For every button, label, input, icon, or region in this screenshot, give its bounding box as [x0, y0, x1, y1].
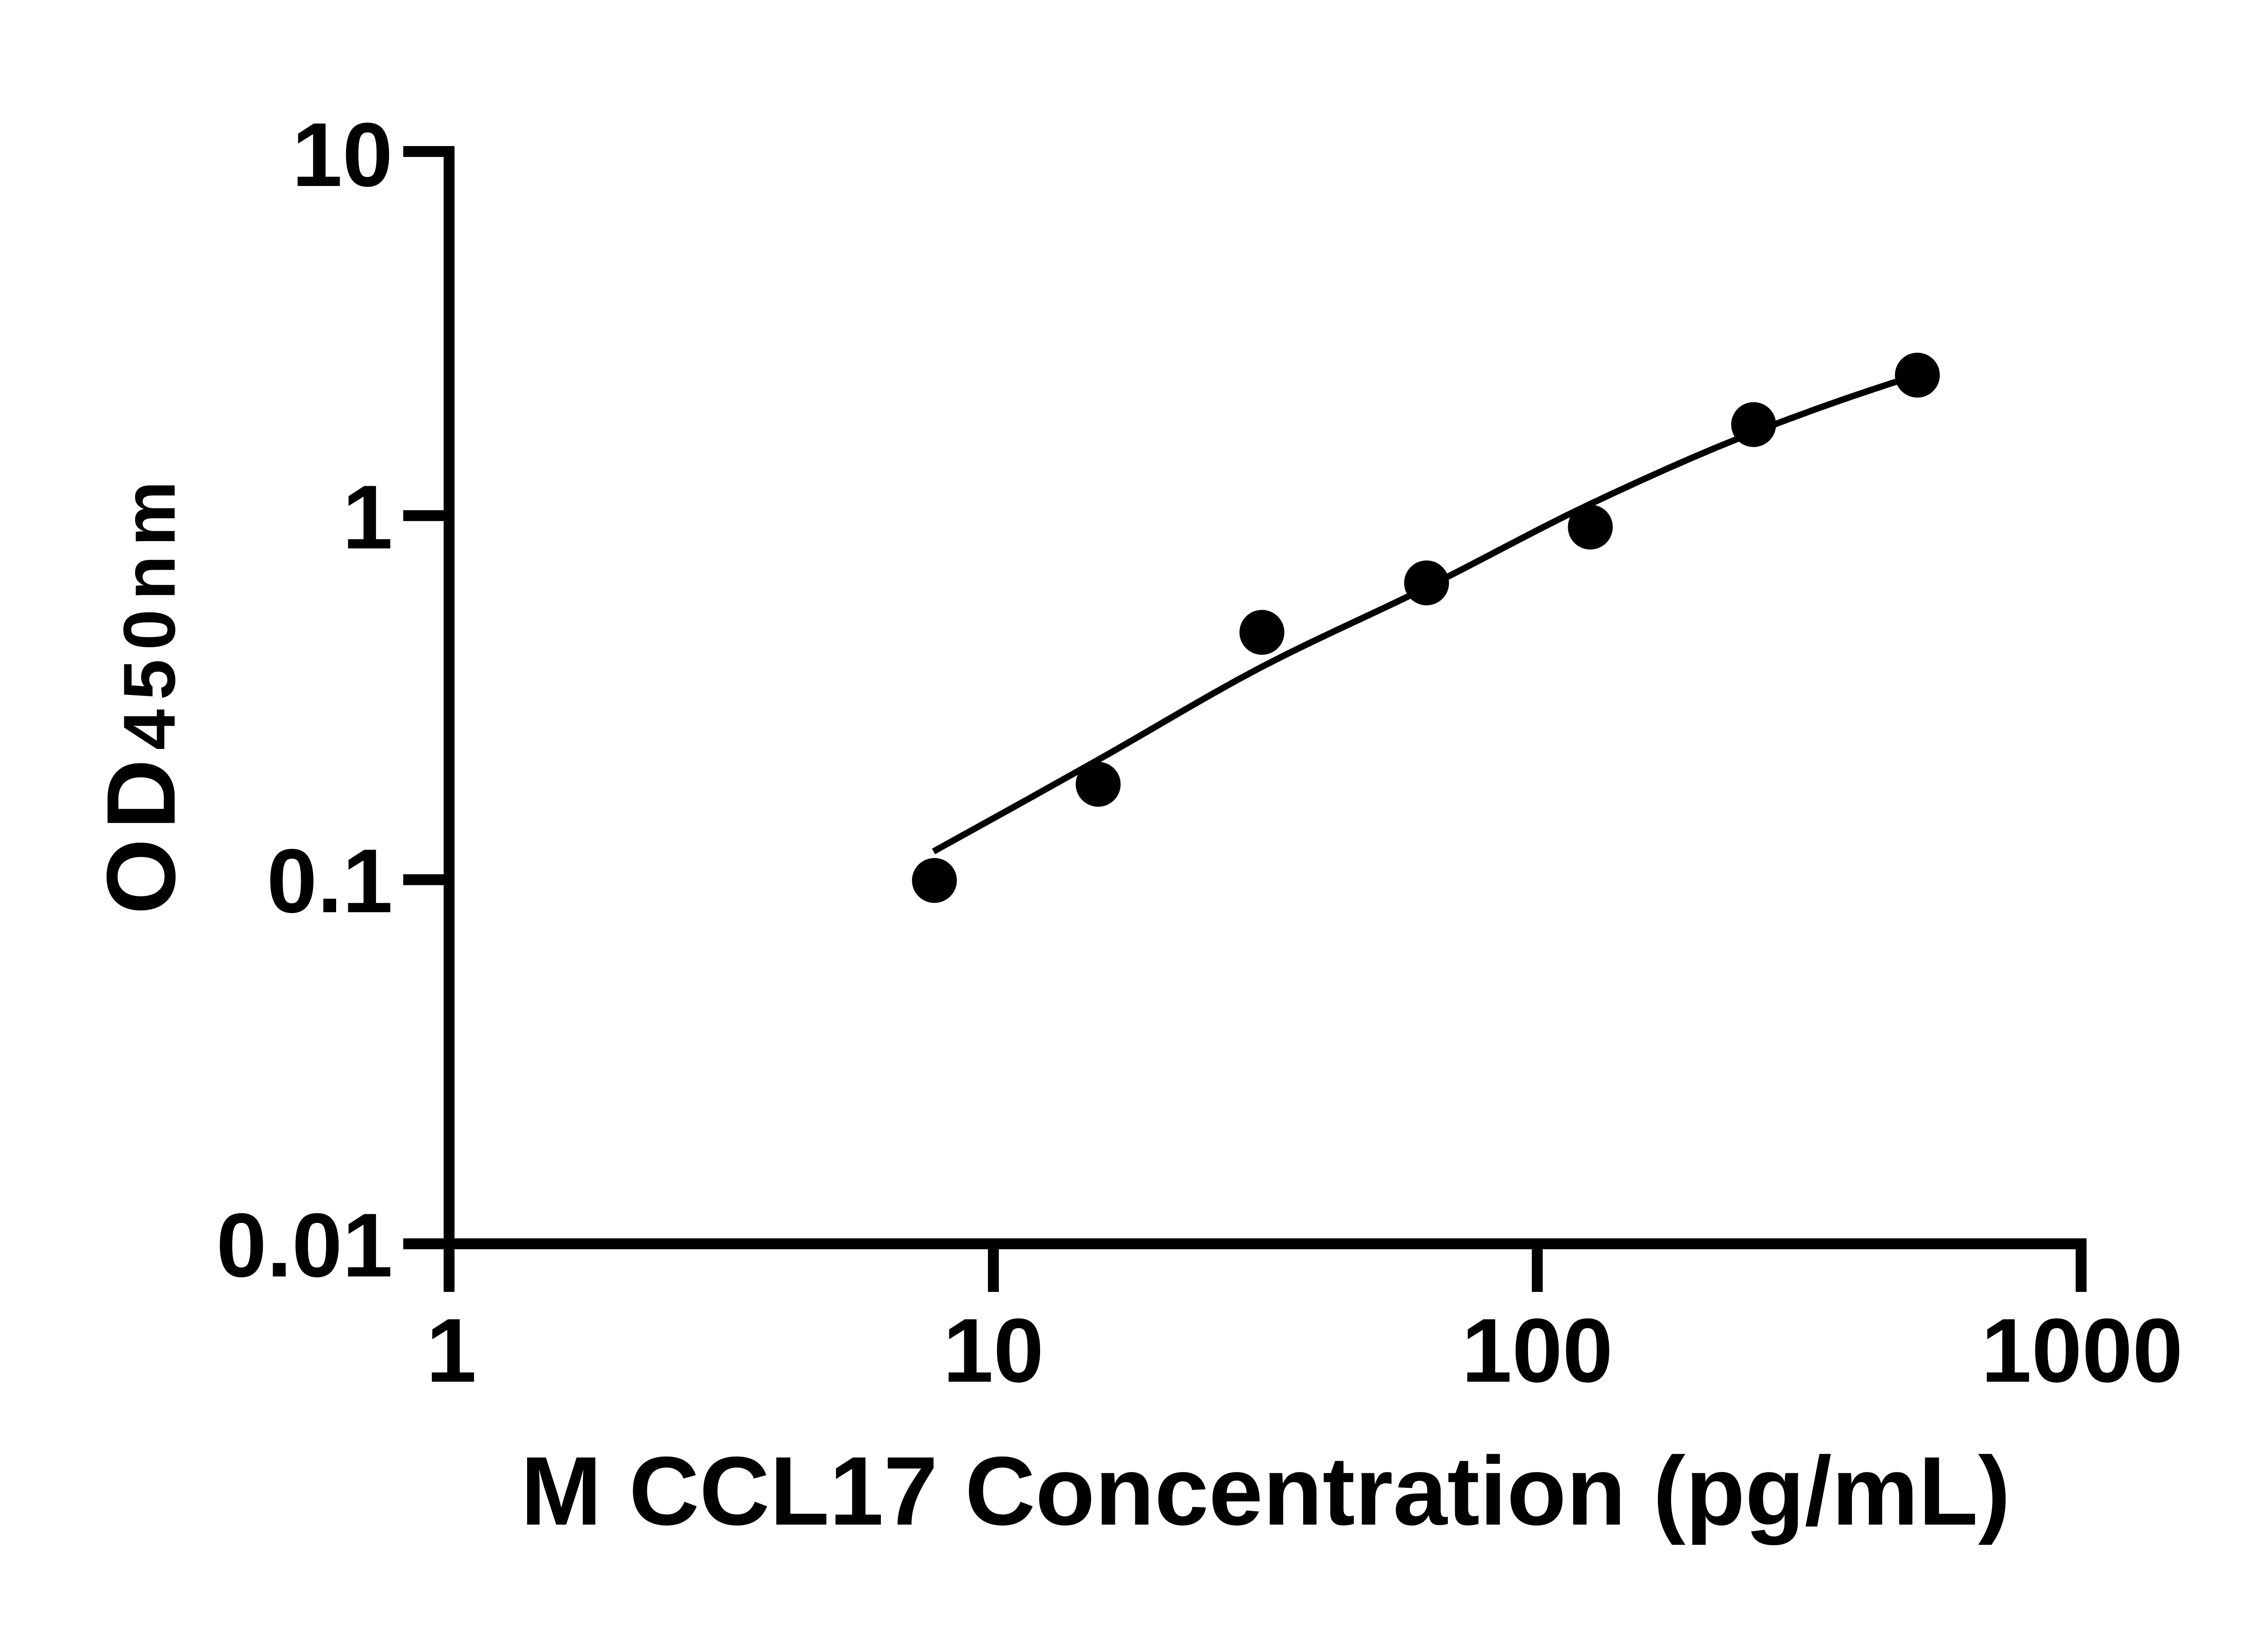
svg-text:1: 1 — [426, 1300, 476, 1401]
svg-text:M CCL17 Concentration (pg/mL): M CCL17 Concentration (pg/mL) — [521, 1436, 2011, 1545]
svg-text:0.1: 0.1 — [267, 831, 393, 932]
svg-text:0.01: 0.01 — [216, 1195, 393, 1296]
svg-text:1: 1 — [342, 467, 393, 568]
svg-text:1000: 1000 — [1981, 1300, 2183, 1401]
svg-text:10: 10 — [292, 104, 393, 205]
svg-text:OD450nm: OD450nm — [86, 472, 196, 914]
svg-text:10: 10 — [943, 1300, 1044, 1401]
svg-text:100: 100 — [1461, 1300, 1613, 1401]
